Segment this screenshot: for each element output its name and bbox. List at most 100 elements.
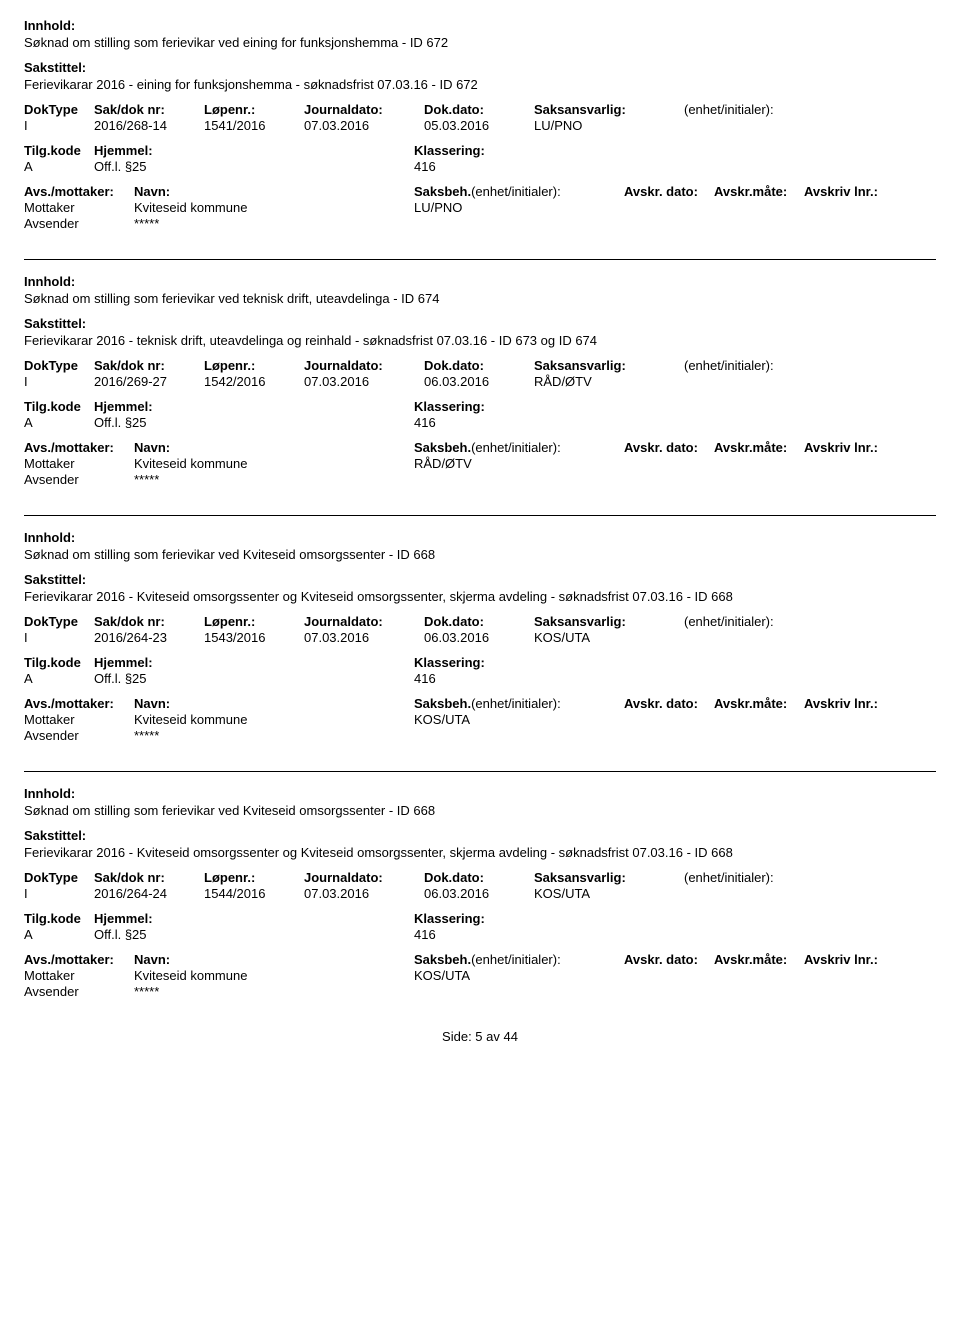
journaldato-value: 07.03.2016	[304, 374, 424, 389]
sakstittel-text: Ferievikarar 2016 - Kviteseid omsorgssen…	[24, 589, 936, 604]
record-data-row: I2016/264-241544/201607.03.201606.03.201…	[24, 886, 936, 901]
avs-header-row: Avs./mottaker:Navn:Saksbeh.(enhet/initia…	[24, 952, 936, 967]
avsmottaker-label: Avs./mottaker:	[24, 184, 134, 199]
tilgkode-label: Tilg.kode	[24, 655, 94, 670]
record-header-row: DokTypeSak/dok nr:Løpenr.:Journaldato:Do…	[24, 102, 936, 117]
avskr-mate-label: Avskr.måte:	[714, 952, 804, 967]
journaldato-label: Journaldato:	[304, 358, 424, 373]
sakstittel-label: Sakstittel:	[24, 828, 936, 843]
document-root: Innhold: Søknad om stilling som ferievika…	[24, 18, 936, 1044]
journal-entry: Innhold:Søknad om stilling som ferievika…	[24, 18, 936, 231]
journaldato-value: 07.03.2016	[304, 886, 424, 901]
avsender-blank1	[414, 728, 624, 743]
klassering-label: Klassering:	[414, 143, 814, 158]
mottaker-row: MottakerKviteseid kommuneLU/PNO	[24, 200, 936, 215]
avsender-blank3	[714, 472, 804, 487]
klassering-label: Klassering:	[414, 911, 814, 926]
klassering-label: Klassering:	[414, 399, 814, 414]
saksansvarlig-label: Saksansvarlig:	[534, 870, 684, 885]
enhet-initialer-value	[684, 630, 804, 645]
lopenr-value: 1544/2016	[204, 886, 304, 901]
innhold-text: Søknad om stilling som ferievikar ved Kv…	[24, 547, 936, 562]
navn-label: Navn:	[134, 184, 414, 199]
enhet-initialer-value	[684, 886, 804, 901]
avskriv-lnr-label: Avskriv lnr.:	[804, 440, 894, 455]
avskr-dato-value	[624, 712, 714, 727]
avsender-blank3	[714, 728, 804, 743]
avsmottaker-label: Avs./mottaker:	[24, 696, 134, 711]
hjemmel-label: Hjemmel:	[94, 655, 414, 670]
sakdoknr-value: 2016/264-23	[94, 630, 204, 645]
innhold-text: Søknad om stilling som ferievikar ved te…	[24, 291, 936, 306]
avskriv-lnr-label: Avskriv lnr.:	[804, 184, 894, 199]
tilg-data-row: AOff.l. §25416	[24, 671, 936, 686]
mottaker-navn: Kviteseid kommune	[134, 968, 414, 983]
avskr-dato-value	[624, 200, 714, 215]
saksbeh-enhet-label: (enhet/initialer):	[471, 952, 561, 967]
dokdato-value: 06.03.2016	[424, 630, 534, 645]
dokdato-label: Dok.dato:	[424, 870, 534, 885]
mottaker-role: Mottaker	[24, 968, 134, 983]
avsmottaker-label: Avs./mottaker:	[24, 440, 134, 455]
avsender-blank2	[624, 216, 714, 231]
lopenr-label: Løpenr.:	[204, 102, 304, 117]
avsender-blank2	[624, 472, 714, 487]
avskr-mate-value	[714, 456, 804, 471]
avsender-role: Avsender	[24, 472, 134, 487]
avsender-blank4	[804, 472, 894, 487]
saksbeh-value: KOS/UTA	[414, 968, 624, 983]
lopenr-value: 1542/2016	[204, 374, 304, 389]
tilg-data-row: AOff.l. §25416	[24, 159, 936, 174]
avskr-mate-label: Avskr.måte:	[714, 696, 804, 711]
avskriv-lnr-value	[804, 712, 894, 727]
avsender-blank4	[804, 984, 894, 999]
mottaker-role: Mottaker	[24, 200, 134, 215]
sakstittel-label: Sakstittel:	[24, 60, 936, 75]
avskr-dato-label: Avskr. dato:	[624, 952, 714, 967]
navn-label: Navn:	[134, 440, 414, 455]
avskr-dato-label: Avskr. dato:	[624, 184, 714, 199]
doktype-label: DokType	[24, 358, 94, 373]
avsmottaker-label: Avs./mottaker:	[24, 952, 134, 967]
hjemmel-label: Hjemmel:	[94, 399, 414, 414]
lopenr-label: Løpenr.:	[204, 614, 304, 629]
hjemmel-value: Off.l. §25	[94, 415, 414, 430]
saksbeh-header: Saksbeh.(enhet/initialer):	[414, 440, 624, 455]
enhet-initialer-label: (enhet/initialer):	[684, 358, 804, 373]
saksbeh-header: Saksbeh.(enhet/initialer):	[414, 696, 624, 711]
tilgkode-value: A	[24, 415, 94, 430]
page-footer: Side: 5 av 44	[24, 1029, 936, 1044]
avskr-mate-label: Avskr.måte:	[714, 184, 804, 199]
doktype-value: I	[24, 118, 94, 133]
innhold-label: Innhold:	[24, 786, 936, 801]
avsender-navn: *****	[134, 216, 414, 231]
hjemmel-label: Hjemmel:	[94, 143, 414, 158]
avsender-blank4	[804, 216, 894, 231]
lopenr-label: Løpenr.:	[204, 358, 304, 373]
sakstittel-text: Ferievikarar 2016 - teknisk drift, uteav…	[24, 333, 936, 348]
saksbeh-label: Saksbeh.	[414, 696, 471, 711]
enhet-initialer-label: (enhet/initialer):	[684, 614, 804, 629]
hjemmel-value: Off.l. §25	[94, 671, 414, 686]
enhet-initialer-value	[684, 118, 804, 133]
klassering-label: Klassering:	[414, 655, 814, 670]
tilgkode-value: A	[24, 927, 94, 942]
journaldato-value: 07.03.2016	[304, 630, 424, 645]
doktype-label: DokType	[24, 102, 94, 117]
enhet-initialer-value	[684, 374, 804, 389]
avskr-mate-label: Avskr.måte:	[714, 440, 804, 455]
avsender-blank4	[804, 728, 894, 743]
avsender-role: Avsender	[24, 728, 134, 743]
entry-divider	[24, 259, 936, 260]
mottaker-navn: Kviteseid kommune	[134, 456, 414, 471]
saksansvarlig-value: KOS/UTA	[534, 886, 684, 901]
doktype-value: I	[24, 630, 94, 645]
journal-entry: Innhold:Søknad om stilling som ferievika…	[24, 530, 936, 743]
tilgkode-label: Tilg.kode	[24, 911, 94, 926]
record-data-row: I2016/264-231543/201607.03.201606.03.201…	[24, 630, 936, 645]
dokdato-label: Dok.dato:	[424, 358, 534, 373]
entry-divider	[24, 771, 936, 772]
sakstittel-label: Sakstittel:	[24, 316, 936, 331]
navn-label: Navn:	[134, 952, 414, 967]
mottaker-row: MottakerKviteseid kommuneKOS/UTA	[24, 712, 936, 727]
